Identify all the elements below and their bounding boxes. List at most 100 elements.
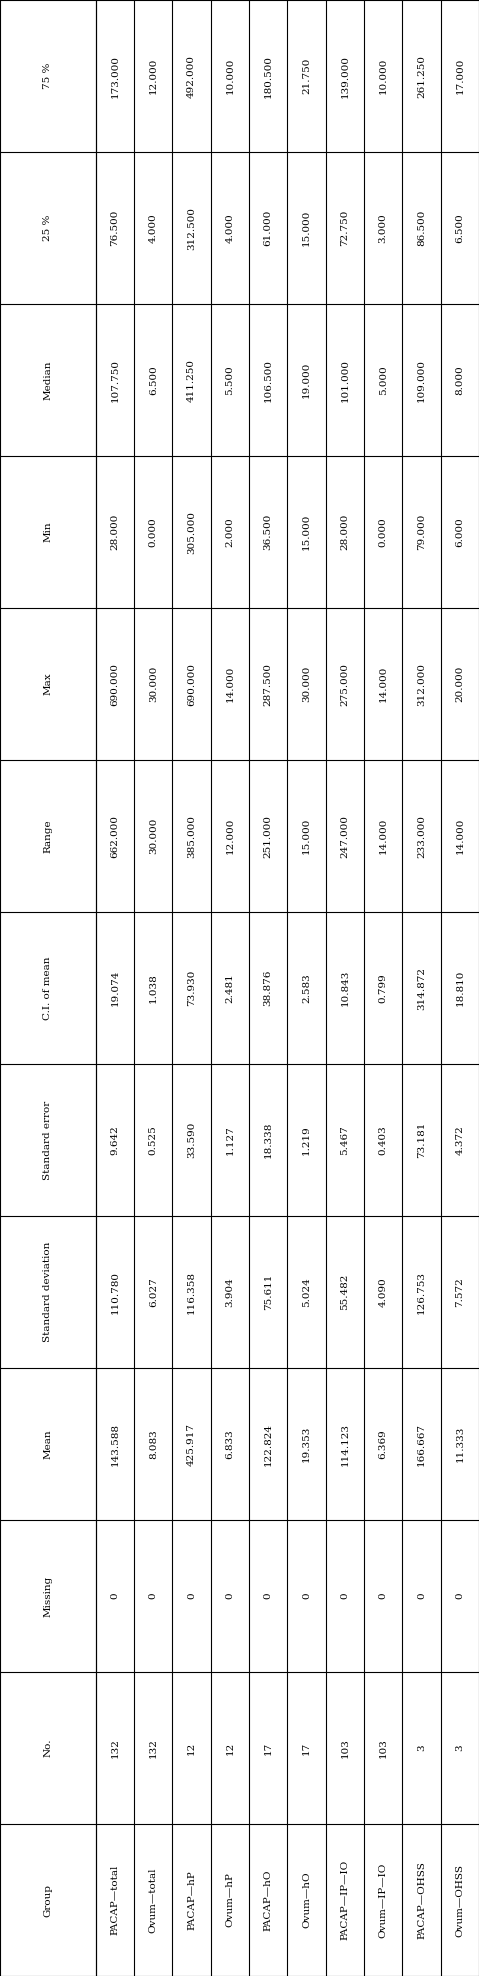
Text: 0.000: 0.000 xyxy=(379,518,388,547)
Text: 106.500: 106.500 xyxy=(264,358,273,401)
Text: 15.000: 15.000 xyxy=(302,209,311,247)
Text: 17: 17 xyxy=(302,1741,311,1755)
Text: 17: 17 xyxy=(264,1741,273,1755)
Text: 1.038: 1.038 xyxy=(149,972,158,1004)
Text: 4.000: 4.000 xyxy=(149,213,158,243)
Text: 275.000: 275.000 xyxy=(341,662,349,705)
Text: 251.000: 251.000 xyxy=(264,814,273,858)
Text: 166.667: 166.667 xyxy=(417,1423,426,1466)
Text: 233.000: 233.000 xyxy=(417,814,426,858)
Text: 18.338: 18.338 xyxy=(264,1122,273,1158)
Text: 3.904: 3.904 xyxy=(226,1276,234,1306)
Text: 662.000: 662.000 xyxy=(111,814,119,858)
Text: 0.403: 0.403 xyxy=(379,1124,388,1154)
Text: 76.500: 76.500 xyxy=(111,209,119,247)
Text: 30.000: 30.000 xyxy=(149,666,158,701)
Text: 18.810: 18.810 xyxy=(456,970,464,1006)
Text: 3: 3 xyxy=(417,1745,426,1751)
Text: 72.750: 72.750 xyxy=(341,209,349,247)
Text: 261.250: 261.250 xyxy=(417,55,426,97)
Text: 6.369: 6.369 xyxy=(379,1429,388,1458)
Text: 55.482: 55.482 xyxy=(341,1275,349,1310)
Text: 5.024: 5.024 xyxy=(302,1276,311,1306)
Text: 126.753: 126.753 xyxy=(417,1271,426,1314)
Text: 425.917: 425.917 xyxy=(187,1423,196,1466)
Text: 14.000: 14.000 xyxy=(379,818,388,854)
Text: 86.500: 86.500 xyxy=(417,209,426,247)
Text: Ovum—hO: Ovum—hO xyxy=(302,1871,311,1929)
Text: 0: 0 xyxy=(379,1593,388,1599)
Text: Standard deviation: Standard deviation xyxy=(44,1241,52,1342)
Text: 385.000: 385.000 xyxy=(187,814,196,858)
Text: 0.799: 0.799 xyxy=(379,972,388,1004)
Text: 28.000: 28.000 xyxy=(111,514,119,549)
Text: 10.843: 10.843 xyxy=(341,970,349,1006)
Text: 73.181: 73.181 xyxy=(417,1122,426,1158)
Text: 132: 132 xyxy=(111,1739,119,1759)
Text: 6.500: 6.500 xyxy=(456,213,464,243)
Text: 75.611: 75.611 xyxy=(264,1275,273,1310)
Text: 36.500: 36.500 xyxy=(264,514,273,549)
Text: 132: 132 xyxy=(149,1739,158,1759)
Text: 30.000: 30.000 xyxy=(302,666,311,701)
Text: PACAP—OHSS: PACAP—OHSS xyxy=(417,1861,426,1938)
Text: 122.824: 122.824 xyxy=(264,1423,273,1466)
Text: Max: Max xyxy=(44,672,52,696)
Text: 4.372: 4.372 xyxy=(456,1124,464,1154)
Text: 180.500: 180.500 xyxy=(264,55,273,97)
Text: 411.250: 411.250 xyxy=(187,358,196,401)
Text: 5.467: 5.467 xyxy=(341,1124,349,1154)
Text: PACAP—hO: PACAP—hO xyxy=(264,1869,273,1931)
Text: 17.000: 17.000 xyxy=(456,57,464,95)
Text: 143.588: 143.588 xyxy=(111,1423,119,1466)
Text: Mean: Mean xyxy=(44,1429,52,1458)
Text: 139.000: 139.000 xyxy=(341,55,349,97)
Text: Ovum—hP: Ovum—hP xyxy=(226,1873,234,1927)
Text: 0: 0 xyxy=(341,1593,349,1599)
Text: 0: 0 xyxy=(187,1593,196,1599)
Text: PACAP—IP—IO: PACAP—IP—IO xyxy=(341,1859,349,1940)
Text: Group: Group xyxy=(44,1883,52,1917)
Text: 75 %: 75 % xyxy=(44,63,52,89)
Text: 6.833: 6.833 xyxy=(226,1429,234,1458)
Text: 0.525: 0.525 xyxy=(149,1124,158,1154)
Text: 305.000: 305.000 xyxy=(187,510,196,553)
Text: Missing: Missing xyxy=(44,1575,52,1616)
Text: 247.000: 247.000 xyxy=(341,814,349,858)
Text: 28.000: 28.000 xyxy=(341,514,349,549)
Text: 5.000: 5.000 xyxy=(379,366,388,395)
Text: 25 %: 25 % xyxy=(44,215,52,241)
Text: 6.000: 6.000 xyxy=(456,518,464,547)
Text: 21.750: 21.750 xyxy=(302,57,311,95)
Text: 61.000: 61.000 xyxy=(264,209,273,247)
Text: 1.219: 1.219 xyxy=(302,1124,311,1154)
Text: Ovum—OHSS: Ovum—OHSS xyxy=(456,1863,464,1936)
Text: 5.500: 5.500 xyxy=(226,366,234,395)
Text: 0: 0 xyxy=(264,1593,273,1599)
Text: 11.333: 11.333 xyxy=(456,1427,464,1462)
Text: 312.000: 312.000 xyxy=(417,662,426,705)
Text: 73.930: 73.930 xyxy=(187,970,196,1006)
Text: 19.000: 19.000 xyxy=(302,362,311,399)
Text: Min: Min xyxy=(44,522,52,541)
Text: 19.353: 19.353 xyxy=(302,1427,311,1462)
Text: 12.000: 12.000 xyxy=(149,57,158,95)
Text: 30.000: 30.000 xyxy=(149,818,158,854)
Text: 8.000: 8.000 xyxy=(456,366,464,395)
Text: 314.872: 314.872 xyxy=(417,966,426,1010)
Text: 0: 0 xyxy=(149,1593,158,1599)
Text: Ovum—IP—IO: Ovum—IP—IO xyxy=(379,1861,388,1938)
Text: 0: 0 xyxy=(417,1593,426,1599)
Text: 492.000: 492.000 xyxy=(187,55,196,97)
Text: 690.000: 690.000 xyxy=(187,662,196,705)
Text: 2.000: 2.000 xyxy=(226,518,234,547)
Text: 9.642: 9.642 xyxy=(111,1124,119,1154)
Text: 3.000: 3.000 xyxy=(379,213,388,243)
Text: 19.074: 19.074 xyxy=(111,970,119,1006)
Text: Range: Range xyxy=(44,820,52,854)
Text: 2.481: 2.481 xyxy=(226,972,234,1004)
Text: 116.358: 116.358 xyxy=(187,1271,196,1314)
Text: 110.780: 110.780 xyxy=(111,1271,119,1314)
Text: 4.090: 4.090 xyxy=(379,1276,388,1306)
Text: 10.000: 10.000 xyxy=(379,57,388,95)
